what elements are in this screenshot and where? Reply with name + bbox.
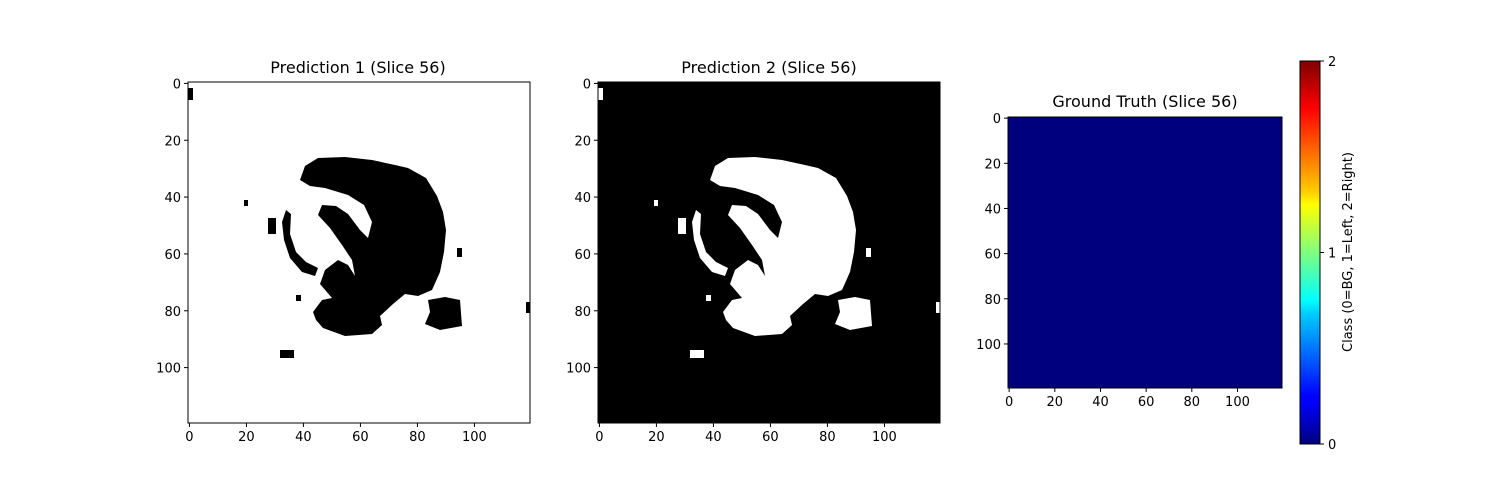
x-tick-label: 60 xyxy=(762,430,779,445)
x-tick-label: 100 xyxy=(872,430,897,445)
mask-foreground xyxy=(598,88,940,358)
left-strand xyxy=(692,210,728,276)
axes-frame xyxy=(187,81,531,424)
x-tick-label: 40 xyxy=(1092,395,1109,410)
x-tick-label: 60 xyxy=(352,430,369,445)
panel-prediction-1: Prediction 1 (Slice 56) 0 20 40 60 80 100 0 20… xyxy=(156,58,531,445)
y-tick-label: 60 xyxy=(574,248,591,263)
x-tick-label: 60 xyxy=(1138,395,1155,410)
speck xyxy=(678,218,686,234)
x-tick-label: 0 xyxy=(1005,395,1013,410)
y-tick-label: 100 xyxy=(566,362,591,377)
right-lower-blob xyxy=(835,297,872,330)
axes-frame xyxy=(1007,116,1283,389)
axes-frame xyxy=(597,81,941,424)
colorbar-ticks: 0 1 2 xyxy=(1320,55,1336,453)
main-region xyxy=(710,157,856,336)
x-tick-label: 80 xyxy=(1184,395,1201,410)
y-tick-label: 20 xyxy=(164,134,181,149)
x-tick-label: 0 xyxy=(595,430,603,445)
y-axis: 0 20 40 60 80 100 xyxy=(156,77,188,377)
y-tick-label: 80 xyxy=(574,305,591,320)
panel-title: Ground Truth (Slice 56) xyxy=(1052,92,1237,111)
speck xyxy=(457,248,462,257)
y-tick-label: 40 xyxy=(984,202,1001,217)
y-axis: 0 20 40 60 80 100 xyxy=(976,112,1008,353)
x-tick-label: 20 xyxy=(238,430,255,445)
x-tick-label: 80 xyxy=(819,430,836,445)
y-tick-label: 60 xyxy=(984,248,1001,263)
x-axis: 0 20 40 60 80 100 xyxy=(1005,388,1250,410)
colorbar-tick-label: 2 xyxy=(1328,55,1336,70)
y-tick-label: 20 xyxy=(984,157,1001,172)
speck xyxy=(188,88,193,100)
speck xyxy=(296,295,301,301)
colorbar: 0 1 2 Class (0=BG, 1=Left, 2=Right) xyxy=(1299,55,1356,453)
ground-truth-map xyxy=(1008,117,1282,388)
y-axis: 0 20 40 60 80 100 xyxy=(566,77,598,377)
colorbar-tick-label: 1 xyxy=(1328,247,1336,262)
y-tick-label: 60 xyxy=(164,248,181,263)
x-tick-label: 100 xyxy=(1225,395,1250,410)
panel-title: Prediction 1 (Slice 56) xyxy=(270,58,445,77)
x-axis: 0 20 40 60 80 100 xyxy=(185,423,487,445)
right-lower-blob xyxy=(425,297,462,330)
x-tick-label: 0 xyxy=(185,430,193,445)
y-tick-label: 20 xyxy=(574,134,591,149)
speck xyxy=(866,248,871,257)
panel-prediction-2: Prediction 2 (Slice 56) 0 20 40 60 80 100 0 20… xyxy=(566,58,941,445)
y-tick-label: 100 xyxy=(976,338,1001,353)
x-tick-label: 20 xyxy=(648,430,665,445)
y-tick-label: 80 xyxy=(164,305,181,320)
y-tick-label: 40 xyxy=(164,191,181,206)
colorbar-label: Class (0=BG, 1=Left, 2=Right) xyxy=(1341,152,1356,352)
speck xyxy=(690,350,704,358)
x-tick-label: 80 xyxy=(409,430,426,445)
speck xyxy=(936,302,940,313)
y-tick-label: 0 xyxy=(583,77,591,92)
y-tick-label: 0 xyxy=(993,112,1001,127)
speck xyxy=(268,218,276,234)
y-tick-label: 80 xyxy=(984,293,1001,308)
speck xyxy=(598,88,603,100)
y-tick-label: 40 xyxy=(574,191,591,206)
speck xyxy=(244,200,248,206)
left-strand xyxy=(282,210,318,276)
colorbar-gradient xyxy=(1299,60,1321,445)
speck xyxy=(280,350,294,358)
x-tick-label: 40 xyxy=(295,430,312,445)
x-tick-label: 100 xyxy=(462,430,487,445)
mask-foreground xyxy=(188,88,530,358)
speck xyxy=(706,295,711,301)
y-tick-label: 0 xyxy=(173,77,181,92)
x-tick-label: 40 xyxy=(705,430,722,445)
speck xyxy=(526,302,530,313)
x-axis: 0 20 40 60 80 100 xyxy=(595,423,897,445)
panel-ground-truth: Ground Truth (Slice 56) 0 20 40 60 80 100 0 20… xyxy=(976,92,1283,410)
panel-title: Prediction 2 (Slice 56) xyxy=(681,58,856,77)
x-tick-label: 20 xyxy=(1047,395,1064,410)
y-tick-label: 100 xyxy=(156,362,181,377)
colorbar-tick-label: 0 xyxy=(1328,438,1336,453)
speck xyxy=(654,200,658,206)
main-region xyxy=(300,157,446,336)
